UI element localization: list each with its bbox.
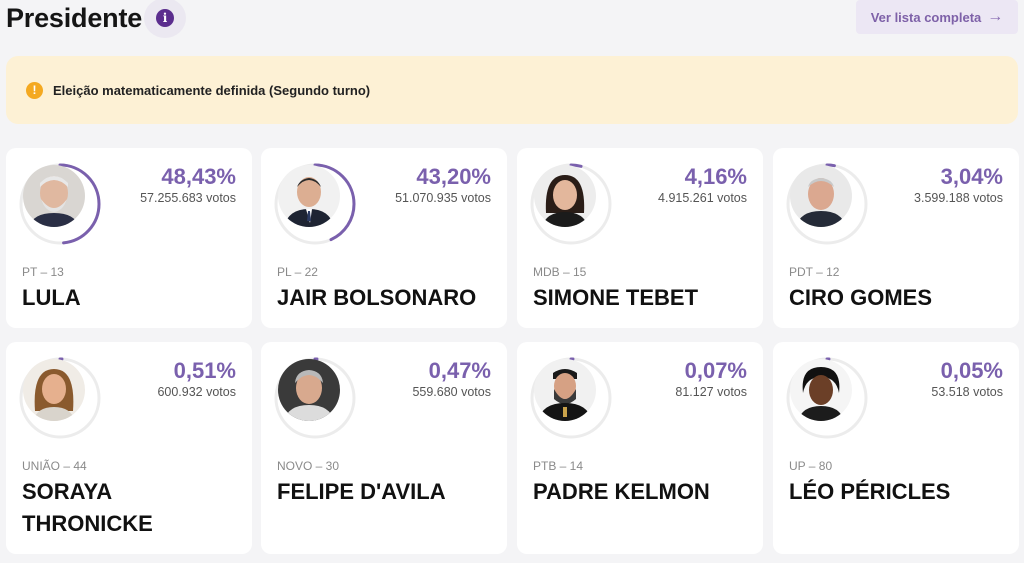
vote-count: 3.599.188 votos	[914, 191, 1003, 205]
info-icon: i	[156, 9, 175, 27]
vote-percentage: 0,07%	[684, 358, 747, 383]
vote-count: 600.932 votos	[157, 385, 236, 399]
party-number: PTB – 14	[533, 459, 584, 473]
party-number: PDT – 12	[789, 265, 840, 279]
candidate-name: PADRE KELMON	[533, 479, 710, 504]
vote-percentage: 4,16%	[684, 164, 747, 189]
avatar	[790, 359, 852, 421]
avatar	[534, 359, 596, 421]
candidate-card[interactable]: 3,04% 3.599.188 votos PDT – 12 CIRO GOME…	[773, 148, 1019, 328]
party-number: UNIÃO – 44	[22, 459, 87, 473]
vote-count: 559.680 votos	[412, 385, 491, 399]
vote-percentage: 48,43%	[161, 164, 236, 189]
candidate-card[interactable]: 0,51% 600.932 votos UNIÃO – 44 SORAYA TH…	[6, 342, 252, 554]
page-title: Presidente	[6, 2, 143, 33]
party-number: PL – 22	[277, 265, 318, 279]
candidate-name: JAIR BOLSONARO	[277, 285, 477, 310]
candidate-name: SORAYA THRONICKE	[22, 479, 153, 536]
avatar	[278, 165, 340, 227]
candidate-name: CIRO GOMES	[789, 285, 933, 310]
party-number: PT – 13	[22, 265, 64, 279]
candidate-card[interactable]: 0,47% 559.680 votos NOVO – 30 FELIPE D'A…	[261, 342, 507, 554]
candidate-name: LULA	[22, 285, 81, 310]
avatar	[790, 165, 852, 227]
vote-percentage: 0,51%	[173, 358, 236, 383]
arrow-right-icon: →	[987, 8, 1004, 25]
warning-icon: !	[26, 81, 43, 99]
vote-count: 51.070.935 votos	[395, 191, 491, 205]
candidate-card[interactable]: 0,05% 53.518 votos UP – 80 LÉO PÉRICLES	[773, 342, 1019, 554]
candidate-name: FELIPE D'AVILA	[277, 479, 446, 504]
vote-percentage: 43,20%	[416, 164, 491, 189]
vote-count: 4.915.261 votos	[658, 191, 747, 205]
avatar	[23, 359, 85, 421]
candidate-name: LÉO PÉRICLES	[789, 479, 951, 504]
view-full-list-button[interactable]: Ver lista completa →	[856, 0, 1018, 34]
party-number: UP – 80	[789, 459, 833, 473]
candidate-card[interactable]: 48,43% 57.255.683 votos PT – 13 LULA	[6, 148, 252, 328]
vote-count: 57.255.683 votos	[140, 191, 236, 205]
candidate-card[interactable]: 4,16% 4.915.261 votos MDB – 15 SIMONE TE…	[517, 148, 763, 328]
vote-percentage: 0,47%	[428, 358, 491, 383]
candidate-card[interactable]: 43,20% 51.070.935 votos PL – 22 JAIR BOL…	[261, 148, 507, 328]
vote-percentage: 3,04%	[940, 164, 1003, 189]
avatar	[534, 165, 596, 227]
party-number: NOVO – 30	[277, 459, 340, 473]
vote-count: 53.518 votos	[931, 385, 1003, 399]
candidate-card[interactable]: 0,07% 81.127 votos PTB – 14 PADRE KELMON	[517, 342, 763, 554]
page-header: Presidente i	[6, 0, 187, 38]
avatar	[23, 165, 85, 227]
candidate-name: SIMONE TEBET	[533, 285, 699, 310]
vote-percentage: 0,05%	[940, 358, 1003, 383]
status-banner-text: Eleição matematicamente definida (Segund…	[53, 82, 371, 98]
info-button[interactable]: i	[144, 0, 187, 38]
view-full-list-label: Ver lista completa	[870, 9, 982, 25]
status-banner: ! Eleição matematicamente definida (Segu…	[6, 56, 1018, 124]
avatar	[278, 359, 340, 421]
party-number: MDB – 15	[533, 265, 587, 279]
vote-count: 81.127 votos	[675, 385, 747, 399]
